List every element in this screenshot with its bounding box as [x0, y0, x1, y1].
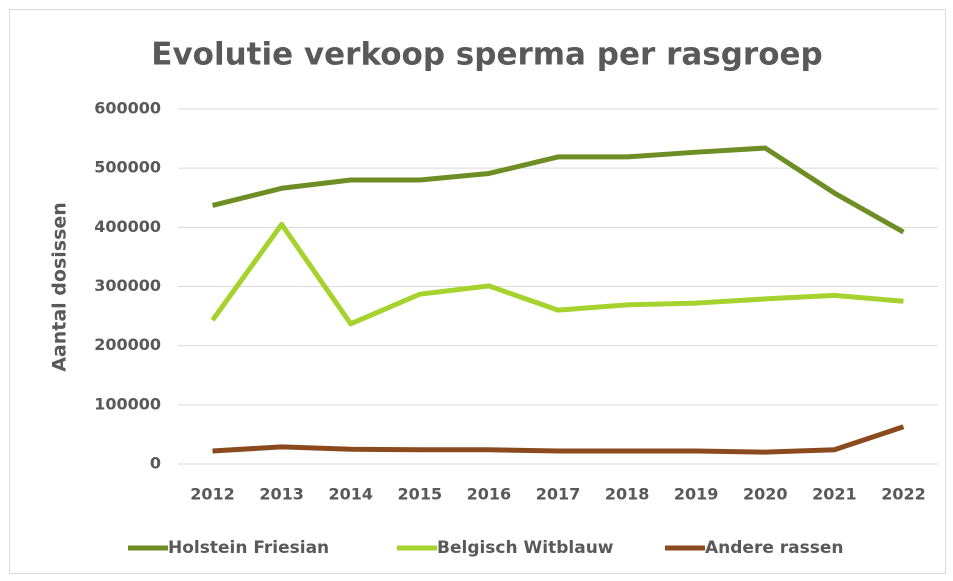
x-tick-label: 2016 [467, 485, 512, 504]
series-line [210, 221, 904, 327]
y-tick-label: 100000 [94, 394, 161, 413]
x-tick-label: 2019 [674, 485, 719, 504]
y-tick-label: 400000 [94, 217, 161, 236]
x-tick-label: 2021 [812, 485, 857, 504]
y-tick-label: 500000 [94, 158, 161, 177]
y-tick-label: 600000 [94, 99, 161, 118]
x-tick-label: 2018 [605, 485, 650, 504]
legend-label: Holstein Friesian [168, 538, 329, 558]
y-tick-label: 300000 [94, 276, 161, 295]
x-tick-label: 2012 [190, 485, 235, 504]
x-tick-label: 2022 [881, 485, 926, 504]
y-axis-title: Aantal dosissen [49, 202, 71, 372]
x-tick-label: 2017 [536, 485, 581, 504]
legend-label: Andere rassen [705, 538, 844, 558]
x-tick-label: 2015 [398, 485, 443, 504]
x-tick-label: 2013 [259, 485, 304, 504]
chart-title: Evolutie verkoop sperma per rasgroep [151, 37, 822, 73]
legend-label: Belgisch Witblauw [437, 538, 614, 558]
series-line [212, 424, 905, 455]
y-tick-label: 0 [150, 454, 161, 473]
x-tick-label: 2020 [743, 485, 788, 504]
x-tick-label: 2014 [328, 485, 373, 504]
y-tick-label: 200000 [94, 335, 161, 354]
chart-border [9, 9, 946, 574]
series-line [211, 145, 905, 235]
